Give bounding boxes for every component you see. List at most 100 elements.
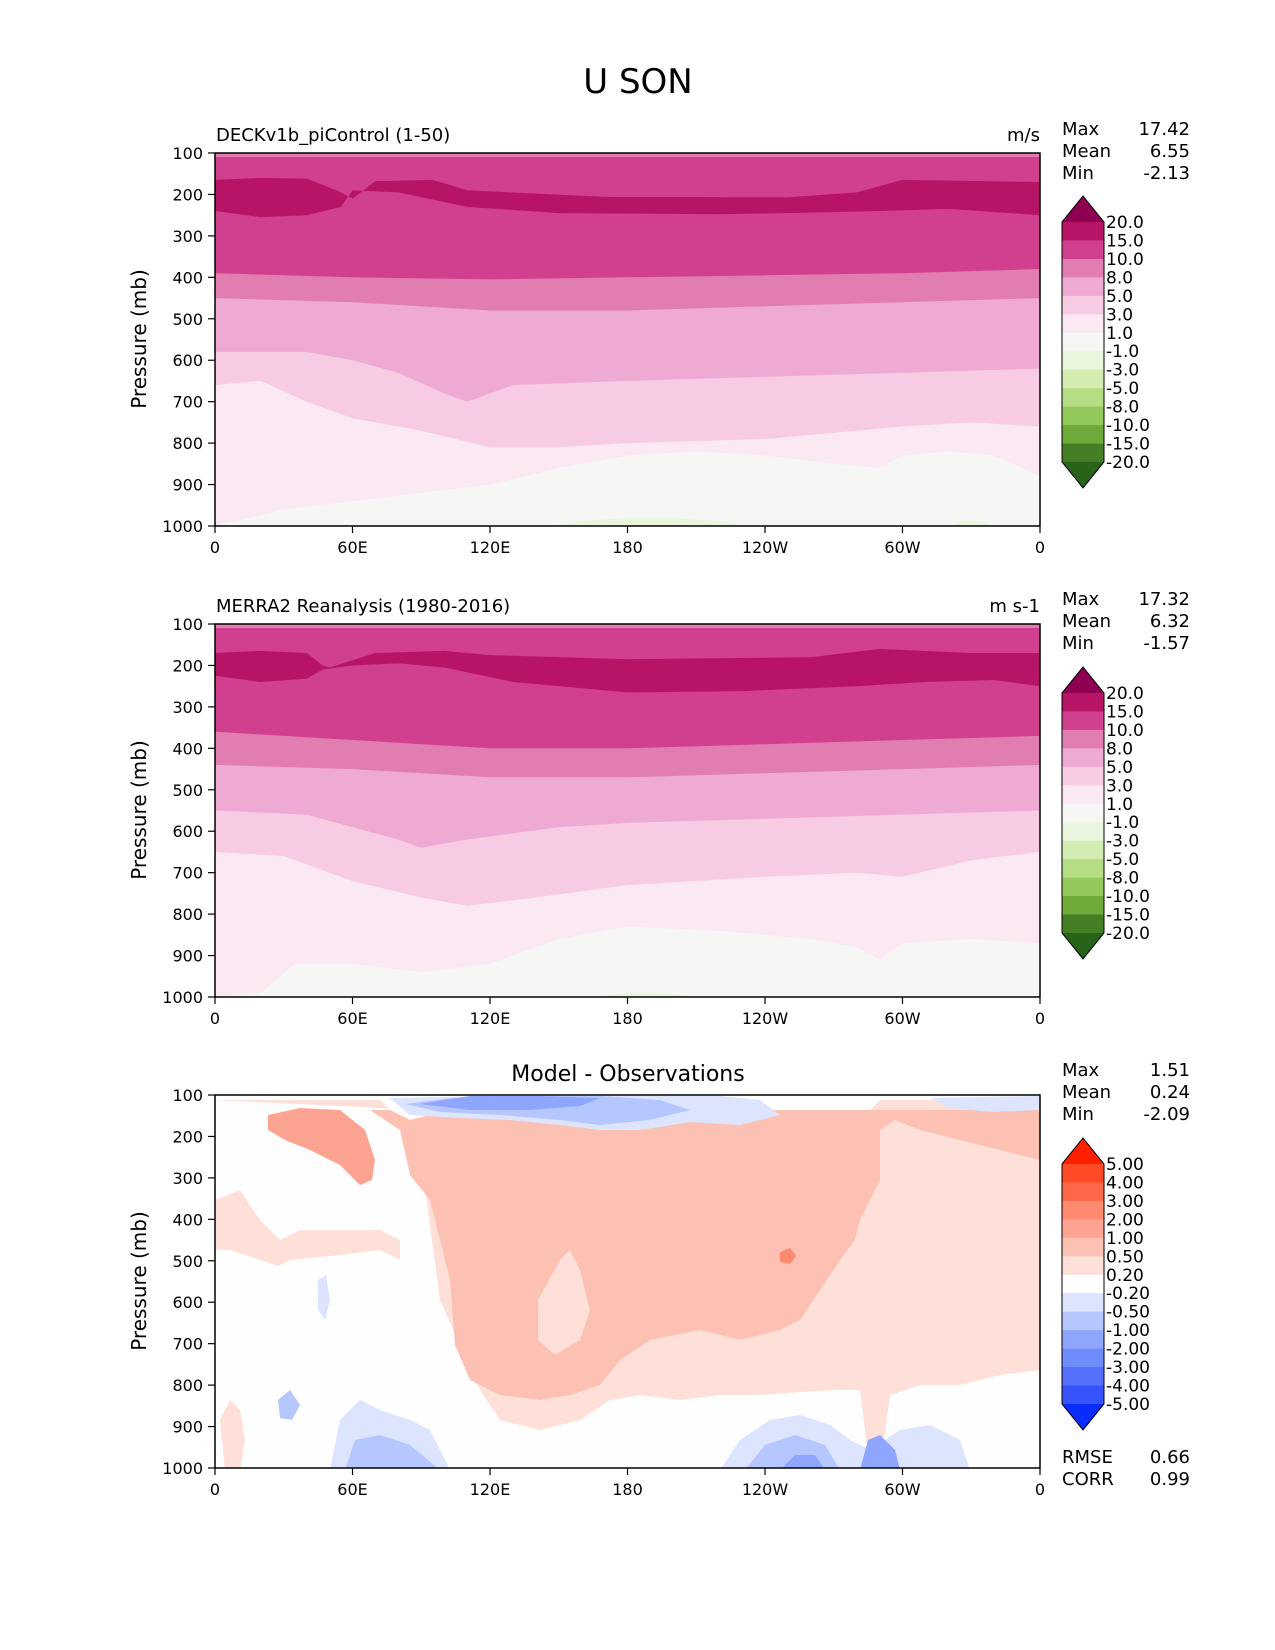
y-tick-label: 600 xyxy=(172,351,203,370)
colorbar-segment xyxy=(1062,388,1104,408)
model-min-label: Min xyxy=(1062,163,1094,184)
colorbar-label: -3.0 xyxy=(1106,832,1139,852)
colorbar-label: 2.00 xyxy=(1106,1210,1144,1230)
y-tick-label: 800 xyxy=(172,1376,203,1395)
colorbar-extend-top xyxy=(1062,667,1104,693)
colorbar-segment xyxy=(1062,1385,1104,1405)
x-tick-label: 120W xyxy=(742,1009,789,1028)
colorbar-segment xyxy=(1062,406,1104,426)
y-tick-label: 200 xyxy=(172,1127,203,1146)
x-tick-label: 0 xyxy=(210,538,220,557)
diff-colorbar: 5.004.003.002.001.000.500.20-0.20-0.50-1… xyxy=(1061,1137,1150,1431)
colorbar-label: 4.00 xyxy=(1106,1173,1144,1193)
colorbar-segment xyxy=(1062,332,1104,352)
x-tick-label: 0 xyxy=(1035,1009,1045,1028)
obs-contour-field xyxy=(215,624,1040,997)
colorbar-label: 3.00 xyxy=(1106,1192,1144,1212)
colorbar-segment xyxy=(1062,766,1104,786)
colorbar-label: -0.20 xyxy=(1106,1284,1150,1304)
colorbar-segment xyxy=(1062,1164,1104,1183)
diff-region-2.0-dot xyxy=(780,1248,796,1264)
y-tick-label: 1000 xyxy=(162,1459,203,1478)
colorbar-label: -20.0 xyxy=(1106,453,1150,473)
colorbar-label: -2.00 xyxy=(1106,1340,1150,1360)
model-min-value: -2.13 xyxy=(1143,163,1190,184)
colorbar-segment xyxy=(1062,240,1104,260)
colorbar-segment xyxy=(1062,840,1104,860)
model-stats: Max 17.42 Mean 6.55 Min -2.13 xyxy=(1062,119,1190,184)
figure-title: U SON xyxy=(583,62,692,102)
y-tick-label: 400 xyxy=(172,268,203,287)
y-tick-label: 700 xyxy=(172,1335,203,1354)
diff-region-neg-bottom-c xyxy=(860,1435,900,1468)
model-mean-value: 6.55 xyxy=(1150,141,1190,162)
y-tick-label: 1000 xyxy=(162,517,203,536)
colorbar-label: -10.0 xyxy=(1106,416,1150,436)
y-tick-label: 800 xyxy=(172,905,203,924)
colorbar-label: 1.0 xyxy=(1106,324,1133,344)
colorbar-extend-top xyxy=(1062,196,1104,222)
diff-region-neg-spot xyxy=(278,1390,300,1420)
y-tick-label: 200 xyxy=(172,656,203,675)
x-tick-label: 180 xyxy=(612,538,643,557)
diff-region-neg-1.0-top xyxy=(420,1096,600,1110)
diff-corr-label: CORR xyxy=(1062,1469,1114,1490)
colorbar-label: -4.00 xyxy=(1106,1377,1150,1397)
x-tick-label: 60W xyxy=(884,1009,920,1028)
colorbar-segment xyxy=(1062,425,1104,445)
colorbar-label: 15.0 xyxy=(1106,231,1144,251)
colorbar-segment xyxy=(1062,729,1104,749)
colorbar-label: 10.0 xyxy=(1106,721,1144,741)
colorbar-label: -15.0 xyxy=(1106,435,1150,455)
diff-region-neg-right-top xyxy=(930,1096,1040,1112)
panel-diff: Model - Observations Pressure (mb) 100 20… xyxy=(127,1060,1190,1499)
colorbar-outline xyxy=(1061,195,1105,489)
diff-min-value: -2.09 xyxy=(1143,1104,1190,1125)
colorbar-extend-bottom xyxy=(1062,462,1104,488)
model-mean-label: Mean xyxy=(1062,141,1111,162)
x-tick-label: 60E xyxy=(337,1009,367,1028)
obs-y-ticks: 100 200 300 400 500 600 700 800 900 1000 xyxy=(162,615,215,1007)
colorbar-label: -3.00 xyxy=(1106,1358,1150,1378)
colorbar-segment xyxy=(1062,896,1104,916)
diff-region-neg-left-mid xyxy=(318,1275,330,1320)
diff-region-1.0 xyxy=(268,1108,375,1185)
diff-region-pos-spots-b xyxy=(910,1330,935,1375)
diff-region-neg-bottom-a-inner xyxy=(345,1435,438,1468)
colorbar-segment xyxy=(1062,1293,1104,1313)
colorbar-label: -5.0 xyxy=(1106,379,1139,399)
y-tick-label: 600 xyxy=(172,822,203,841)
diff-rmse-label: RMSE xyxy=(1062,1447,1113,1468)
diff-region-0.5 xyxy=(215,1110,1040,1400)
colorbar-label: -1.00 xyxy=(1106,1321,1150,1341)
colorbar-label: -8.0 xyxy=(1106,398,1139,418)
diff-stats: Max 1.51 Mean 0.24 Min -2.09 RMSE 0.66 C… xyxy=(1062,1060,1190,1490)
diff-region-near-zero-a xyxy=(215,1250,450,1468)
obs-stats: Max 17.32 Mean 6.32 Min -1.57 xyxy=(1062,589,1190,654)
diff-x-ticks: 0 60E 120E 180 120W 60W 0 xyxy=(210,1468,1045,1499)
x-tick-label: 120E xyxy=(470,1009,511,1028)
diff-contour-field xyxy=(215,1096,1040,1468)
obs-x-ticks: 0 60E 120E 180 120W 60W 0 xyxy=(210,997,1045,1028)
contour-band-top-strip xyxy=(215,153,1040,157)
y-tick-label: 600 xyxy=(172,1293,203,1312)
model-panel-title: DECKv1b_piControl (1-50) xyxy=(216,125,450,146)
x-tick-label: 0 xyxy=(1035,538,1045,557)
colorbar-label: 0.50 xyxy=(1106,1247,1144,1267)
y-tick-label: 500 xyxy=(172,781,203,800)
y-tick-label: 100 xyxy=(172,144,203,163)
colorbar-extend-bottom xyxy=(1062,933,1104,959)
colorbar-segment xyxy=(1062,1330,1104,1350)
diff-region-pos-spots-a xyxy=(220,1400,245,1468)
colorbar-segment xyxy=(1062,1367,1104,1387)
colorbar-segment xyxy=(1062,1348,1104,1368)
colorbar-label: -5.00 xyxy=(1106,1395,1150,1415)
x-tick-label: 120E xyxy=(470,1480,511,1499)
x-tick-label: 60E xyxy=(337,538,367,557)
obs-panel-title: MERRA2 Reanalysis (1980-2016) xyxy=(216,596,510,617)
colorbar-label: 10.0 xyxy=(1106,250,1144,270)
x-tick-label: 120W xyxy=(742,1480,789,1499)
obs-min-label: Min xyxy=(1062,633,1094,654)
diff-region-0.2-cut-b xyxy=(880,1230,1040,1300)
